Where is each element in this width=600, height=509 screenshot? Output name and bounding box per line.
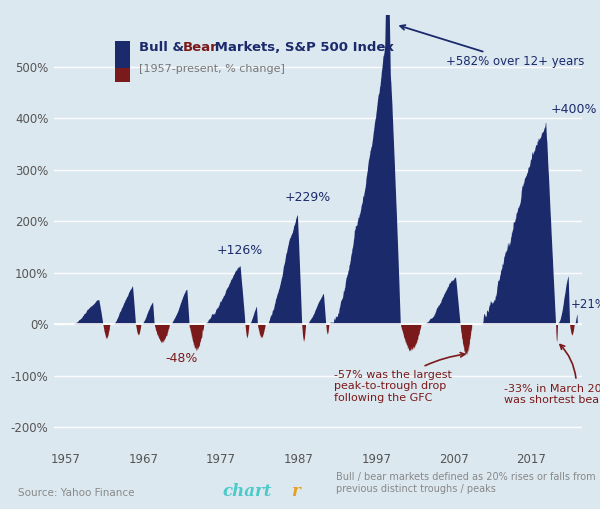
Text: +126%: +126% xyxy=(217,244,263,258)
Text: [1957-present, % change]: [1957-present, % change] xyxy=(139,64,285,74)
Text: Bull / bear markets defined as 20% rises or falls from
previous distinct troughs: Bull / bear markets defined as 20% rises… xyxy=(336,472,596,494)
Text: -57% was the largest
peak-to-trough drop
following the GFC: -57% was the largest peak-to-trough drop… xyxy=(334,353,465,403)
Bar xyxy=(115,41,130,68)
Text: +400%: +400% xyxy=(551,103,598,116)
Text: +229%: +229% xyxy=(284,191,331,204)
Text: -33% in March 2020
was shortest bear market: -33% in March 2020 was shortest bear mar… xyxy=(505,345,600,405)
Text: chart: chart xyxy=(222,483,271,500)
Text: Bear: Bear xyxy=(182,41,217,54)
Text: Markets, S&P 500 Index: Markets, S&P 500 Index xyxy=(210,41,394,54)
Text: Source: Yahoo Finance: Source: Yahoo Finance xyxy=(18,488,134,498)
Text: -48%: -48% xyxy=(165,352,197,364)
Bar xyxy=(115,68,130,82)
Text: Bull &: Bull & xyxy=(139,41,188,54)
Text: +582% over 12+ years: +582% over 12+ years xyxy=(400,25,584,68)
Text: +21%: +21% xyxy=(571,298,600,311)
Text: r: r xyxy=(291,483,300,500)
